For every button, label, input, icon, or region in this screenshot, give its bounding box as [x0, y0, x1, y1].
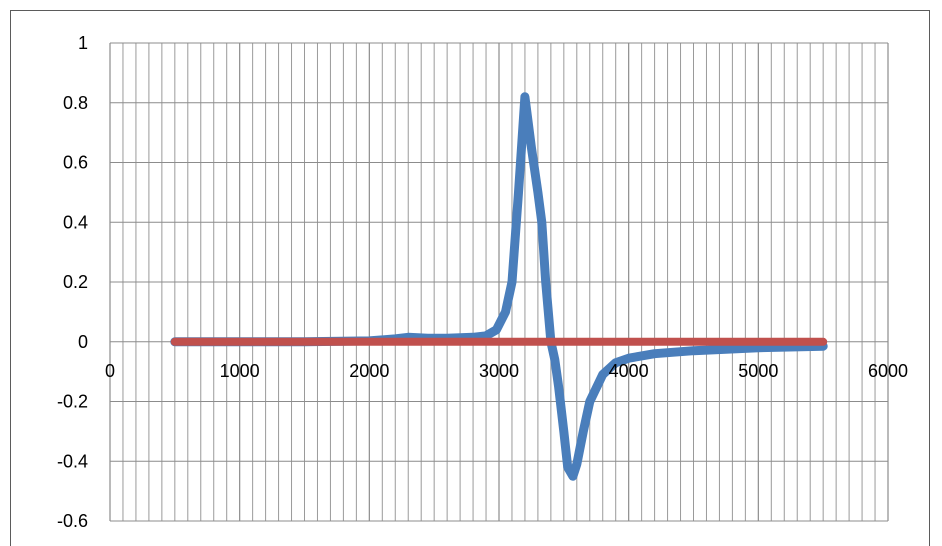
- y-tick-label: 0.8: [63, 93, 88, 113]
- y-tick-label: 0.6: [63, 153, 88, 173]
- x-tick-label: 3000: [479, 361, 519, 381]
- x-tick-label: 5000: [738, 361, 778, 381]
- x-tick-label: 6000: [868, 361, 908, 381]
- x-axis-labels: 0 1000 2000 3000 4000 5000 6000: [105, 361, 908, 381]
- y-tick-label: -0.4: [57, 451, 88, 471]
- series-layer: [170, 92, 828, 481]
- x-tick-label: 1000: [220, 361, 260, 381]
- y-tick-label: 1: [78, 33, 88, 53]
- x-tick-label: 4000: [609, 361, 649, 381]
- y-tick-label: 0.2: [63, 272, 88, 292]
- x-tick-label: 2000: [349, 361, 389, 381]
- y-axis-labels: -0.6 -0.4 -0.2 0 0.2 0.4 0.6 0.8 1: [57, 33, 88, 531]
- y-tick-label: 0.4: [63, 212, 88, 232]
- y-tick-label: -0.2: [57, 392, 88, 412]
- grid-lines: [109, 42, 889, 522]
- x-tick-label: 0: [105, 361, 115, 381]
- y-tick-label: 0: [78, 332, 88, 352]
- y-tick-label: -0.6: [57, 511, 88, 531]
